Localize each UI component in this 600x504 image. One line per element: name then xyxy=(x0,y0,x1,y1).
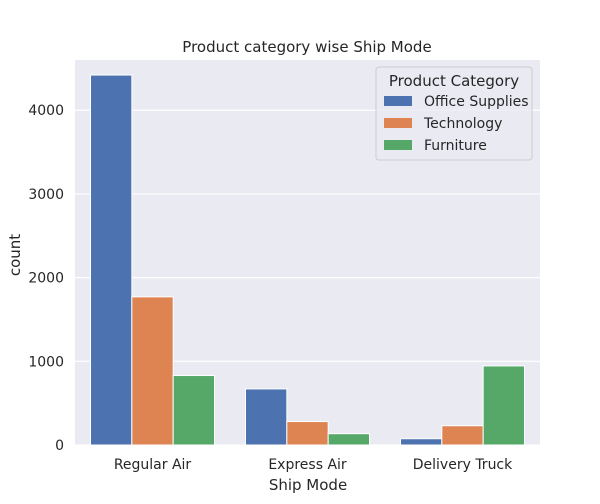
y-tick-labels: 0 1000 2000 3000 4000 xyxy=(28,103,64,454)
y-tick-label: 4000 xyxy=(28,103,64,119)
bar xyxy=(327,433,370,446)
bar xyxy=(441,425,484,446)
bar xyxy=(286,421,329,446)
legend-label: Furniture xyxy=(424,138,487,154)
x-tick-label: Express Air xyxy=(268,457,347,473)
bar xyxy=(172,375,216,446)
legend-label: Office Supplies xyxy=(424,94,529,110)
x-tick-label: Regular Air xyxy=(114,457,192,473)
y-tick-label: 3000 xyxy=(28,187,64,203)
legend-items: Office Supplies Technology Furniture xyxy=(384,94,529,154)
legend-swatch xyxy=(384,140,412,150)
legend-swatch xyxy=(384,96,412,106)
y-tick-label: 0 xyxy=(55,438,64,454)
bar xyxy=(482,365,525,446)
chart-title: Product category wise Ship Mode xyxy=(182,38,431,56)
bar xyxy=(245,388,288,446)
bars xyxy=(90,74,525,446)
legend-box xyxy=(375,66,533,161)
legend-swatch xyxy=(384,118,412,128)
legend: Product Category Office Supplies Technolo… xyxy=(375,66,533,161)
legend-title: Product Category xyxy=(389,72,519,90)
y-tick-label: 1000 xyxy=(28,354,64,370)
x-tick-label: Delivery Truck xyxy=(413,457,513,473)
legend-label: Technology xyxy=(423,116,502,132)
x-axis-label: Ship Mode xyxy=(269,476,347,494)
bar xyxy=(400,438,443,446)
bar xyxy=(90,74,133,446)
y-tick-label: 2000 xyxy=(28,271,64,287)
bar xyxy=(131,296,174,446)
x-tick-labels: Regular Air Express Air Delivery Truck xyxy=(114,457,513,473)
y-axis-label: count xyxy=(6,234,24,276)
